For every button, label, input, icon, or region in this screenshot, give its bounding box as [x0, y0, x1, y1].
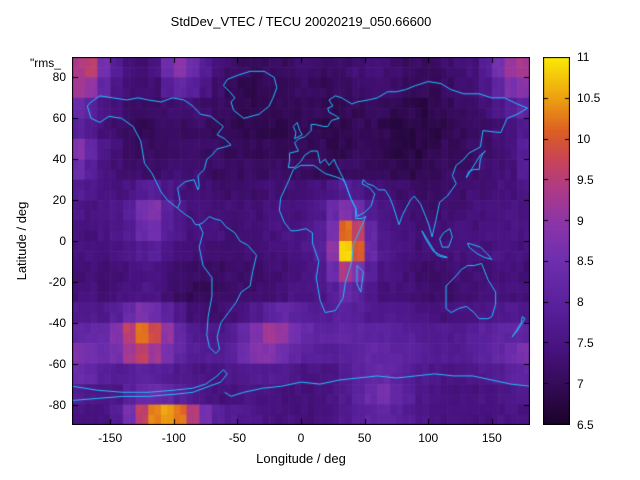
colorbar-tick-label: 7.5 — [577, 336, 594, 351]
x-tick-label: 100 — [418, 431, 439, 445]
stray-label: "rms_ — [30, 56, 61, 70]
x-tick-label: -50 — [228, 431, 247, 445]
y-tick-label: 80 — [52, 70, 66, 85]
colorbar-tick-label: 9.5 — [577, 172, 594, 187]
colorbar-tick-label: 6.5 — [577, 418, 594, 432]
y-tick-label: 0 — [59, 234, 66, 248]
colorbar-tick-label: 8 — [577, 295, 584, 310]
x-tick-label: 0 — [297, 431, 305, 445]
x-tick-label: -150 — [98, 431, 123, 445]
y-tick-label: 20 — [52, 193, 66, 208]
y-tick-label: -20 — [48, 274, 66, 289]
colorbar-tick-label: 11 — [577, 50, 590, 64]
plot-title: StdDev_VTEC / TECU 20020219_050.66600 — [170, 14, 432, 29]
x-tick-label: -100 — [161, 431, 186, 445]
y-tick-label: -40 — [48, 315, 66, 330]
colorbar-tick-label: 10.5 — [577, 90, 601, 105]
y-tick-label: -80 — [48, 397, 66, 412]
x-tick-label: 150 — [481, 431, 502, 445]
y-tick-label: -60 — [48, 356, 66, 371]
x-tick-label: 50 — [357, 431, 372, 445]
colorbar-tick-label: 8.5 — [577, 254, 594, 269]
y-tick-label: 60 — [52, 111, 66, 126]
heatmap-canvas — [72, 57, 530, 425]
x-axis-label: Longitude / deg — [256, 451, 346, 466]
colorbar-tick-label: 7 — [577, 377, 584, 392]
colorbar-tick-label: 10 — [577, 131, 591, 146]
colorbar-tick-label: 9 — [577, 213, 584, 228]
colorbar-canvas — [543, 57, 570, 425]
y-tick-label: 40 — [52, 152, 66, 167]
